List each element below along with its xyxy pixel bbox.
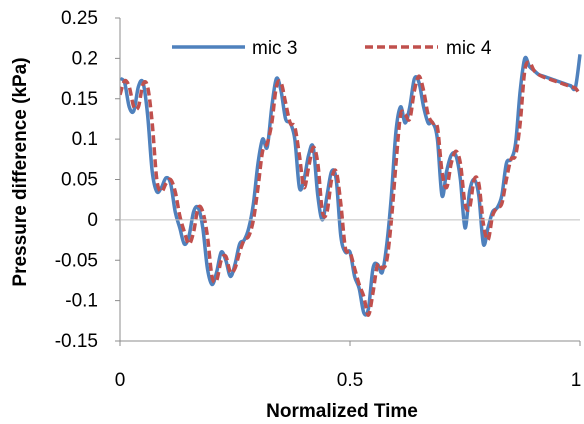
y-tick-label: 0.25 — [61, 8, 98, 29]
series-line-1 — [120, 54, 582, 317]
x-axis-title: Normalized Time — [266, 401, 418, 422]
series-line-2 — [120, 60, 582, 317]
axes — [115, 17, 581, 346]
y-tick-label: 0.2 — [72, 48, 98, 69]
tick-labels: 0.25 0.2 0.15 0.1 0.05 0 -0.05 -0.1 -0.15 0 0.5 1 — [55, 8, 582, 391]
y-tick-label: -0.1 — [65, 291, 98, 312]
x-tick-label: 0 — [115, 370, 126, 391]
y-tick-label: -0.05 — [55, 250, 98, 271]
y-tick-label: 0.05 — [61, 170, 98, 191]
y-tick-label: 0.15 — [61, 89, 98, 110]
x-tick-label: 0.5 — [337, 370, 363, 391]
legend-label-1: mic 3 — [252, 38, 297, 59]
x-tick-label: 1 — [571, 370, 582, 391]
y-axis-title: Pressure difference (kPa) — [10, 57, 31, 286]
y-tick-label: 0.1 — [72, 129, 98, 150]
legend: mic 3 mic 4 — [172, 38, 492, 59]
legend-label-2: mic 4 — [446, 38, 492, 59]
plot-area — [120, 54, 582, 317]
y-tick-label: 0 — [87, 210, 98, 231]
y-tick-label: -0.15 — [55, 331, 98, 352]
